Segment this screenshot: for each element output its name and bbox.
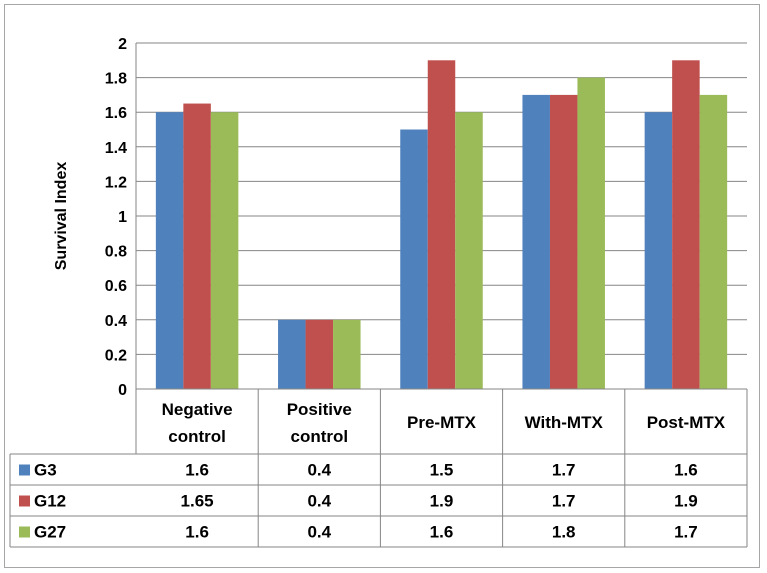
data-table-value: 0.4 [307, 492, 331, 511]
bar-g3 [400, 129, 428, 389]
x-tick-label: control [168, 427, 226, 446]
bar-g12 [427, 60, 456, 390]
data-table-value: 1.7 [552, 461, 576, 480]
y-tick-label: 0.4 [105, 313, 127, 330]
y-tick-label: 1.2 [105, 174, 127, 191]
bar-g12 [183, 103, 211, 390]
y-axis-label: Survival Index [53, 162, 70, 271]
bar-g3 [278, 319, 306, 389]
x-tick-label: With-MTX [525, 413, 604, 432]
bar-g12 [549, 94, 578, 390]
data-table-value: 0.4 [307, 461, 331, 480]
bar-g27 [577, 77, 605, 389]
data-table-value: 1.8 [552, 523, 576, 542]
data-table-value: 1.9 [430, 492, 454, 511]
y-tick-label: 1.4 [105, 140, 127, 157]
bar-g3 [644, 112, 673, 389]
bar-g12 [672, 60, 700, 390]
x-tick-label: Post-MTX [647, 413, 726, 432]
data-table-value: 1.7 [552, 492, 576, 511]
bar-g27 [210, 112, 239, 389]
y-tick-label: 0.8 [105, 244, 127, 261]
x-tick-label: Positive [287, 400, 352, 419]
legend-label: G27 [34, 523, 66, 542]
legend-swatch-g12 [19, 495, 30, 507]
y-tick-label: 0.6 [105, 278, 127, 295]
y-tick-label: 1.6 [105, 105, 127, 122]
x-tick-label: Pre-MTX [407, 413, 477, 432]
legend-swatch-g27 [19, 526, 30, 538]
x-tick-label: Negative [162, 400, 233, 419]
bar-g27 [455, 112, 483, 389]
legend-label: G12 [34, 492, 66, 511]
data-table-value: 0.4 [307, 523, 331, 542]
bar-g12 [305, 319, 334, 389]
legend-label: G3 [34, 461, 57, 480]
data-table-value: 1.6 [185, 461, 209, 480]
data-table-value: 1.65 [181, 492, 214, 511]
y-tick-label: 0.2 [105, 347, 127, 364]
chart-frame [4, 4, 760, 568]
data-table-value: 1.9 [674, 492, 698, 511]
bar-g3 [522, 94, 550, 390]
y-tick-label: 2 [118, 36, 127, 53]
bar-g3 [155, 112, 184, 389]
x-tick-label: control [290, 427, 348, 446]
legend-swatch-g3 [19, 464, 30, 476]
data-table-value: 1.6 [430, 523, 454, 542]
data-table-value: 1.6 [674, 461, 698, 480]
y-tick-label: 1.8 [105, 71, 127, 88]
data-table-value: 1.7 [674, 523, 698, 542]
bar-g27 [333, 319, 361, 389]
y-tick-label: 1 [118, 209, 127, 226]
data-table-value: 1.6 [185, 523, 209, 542]
data-table-value: 1.5 [430, 461, 454, 480]
y-tick-label: 0 [118, 382, 127, 399]
bar-g27 [699, 94, 728, 390]
